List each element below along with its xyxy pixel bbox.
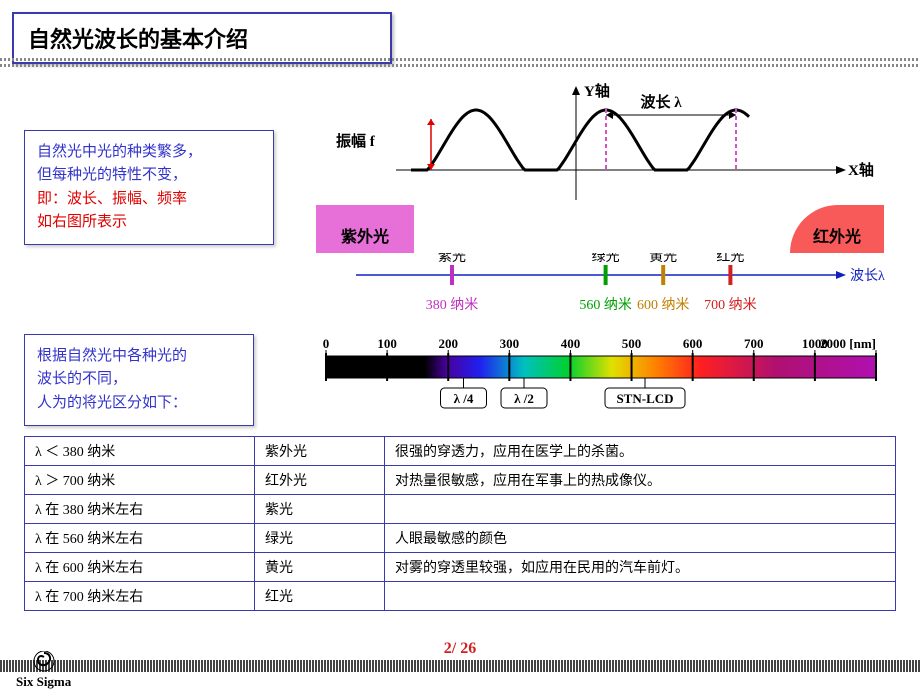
table-cell: 黄光 (255, 553, 385, 582)
table-cell: 对热量很敏感，应用在军事上的热成像仪。 (385, 466, 896, 495)
info-box-2: 根据自然光中各种光的 波长的不同， 人为的将光区分如下： (24, 334, 254, 426)
svg-text:700: 700 (744, 336, 764, 351)
table-cell: 绿光 (255, 524, 385, 553)
uv-block: 紫外光 (316, 205, 414, 253)
svg-text:波长 λ: 波长 λ (640, 93, 682, 111)
svg-text:红光: 红光 (716, 253, 744, 265)
svg-text:紫光: 紫光 (438, 253, 466, 265)
info2-line1: 根据自然光中各种光的 (37, 348, 187, 364)
spectrum-axis: 波长λ 紫光 380 纳米 绿光 560 纳米 黄光 600 纳米 红光 700 纳米 (316, 253, 916, 335)
svg-text:200: 200 (438, 336, 458, 351)
page-title: 自然光波长的基本介绍 (12, 12, 392, 64)
svg-text:STN-LCD: STN-LCD (616, 391, 673, 406)
table-row: λ 在 380 纳米左右紫光 (25, 495, 896, 524)
table-cell: λ 在 700 纳米左右 (25, 582, 255, 611)
page-number: 2/ 26 (0, 640, 920, 658)
svg-text:100: 100 (377, 336, 397, 351)
logo-text: Six Sigma (16, 674, 71, 689)
svg-text:380 纳米: 380 纳米 (426, 297, 479, 313)
table-cell: λ 在 380 纳米左右 (25, 495, 255, 524)
svg-text:黄光: 黄光 (649, 253, 677, 265)
info-box-1: 自然光中光的种类繁多， 但每种光的特性不变， 即：波长、振幅、频率 如右图所表示 (24, 130, 274, 245)
table-cell: 紫外光 (255, 437, 385, 466)
separator-top2 (0, 64, 920, 67)
svg-text:Y轴: Y轴 (584, 82, 610, 100)
table-cell: 很强的穿透力，应用在医学上的杀菌。 (385, 437, 896, 466)
info1-line2: 但每种光的特性不变， (37, 167, 187, 183)
table-cell: λ 在 600 纳米左右 (25, 553, 255, 582)
table-cell: 对雾的穿透里较强，如应用在民用的汽车前灯。 (385, 553, 896, 582)
svg-text:振幅 f: 振幅 f (336, 132, 376, 150)
spectrum-bar: 010020030040050060070010002000 [nm]λ /4λ… (316, 334, 886, 426)
svg-text:λ /2: λ /2 (514, 391, 534, 406)
svg-text:2000 [nm]: 2000 [nm] (820, 336, 876, 351)
info2-line3: 人为的将光区分如下： (37, 395, 187, 411)
info1-line4: 如右图所表示 (37, 214, 127, 230)
info1-line3: 即：波长、振幅、频率 (37, 191, 187, 207)
wavelength-table: λ ＜ 380 纳米紫外光很强的穿透力，应用在医学上的杀菌。λ ＞ 700 纳米… (24, 436, 896, 611)
table-row: λ 在 600 纳米左右黄光对雾的穿透里较强，如应用在民用的汽车前灯。 (25, 553, 896, 582)
svg-text:600: 600 (683, 336, 703, 351)
info2-line2: 波长的不同， (37, 371, 127, 387)
wave-diagram: Y轴 X轴 振幅 f 波长 λ (316, 80, 896, 210)
svg-text:绿光: 绿光 (592, 253, 620, 265)
table-cell (385, 495, 896, 524)
svg-text:400: 400 (561, 336, 581, 351)
table-row: λ 在 700 纳米左右红光 (25, 582, 896, 611)
svg-text:λ /4: λ /4 (454, 391, 474, 406)
svg-text:560 纳米: 560 纳米 (579, 297, 632, 313)
table-cell: 红外光 (255, 466, 385, 495)
table-cell: λ ＞ 700 纳米 (25, 466, 255, 495)
table-row: λ ＜ 380 纳米紫外光很强的穿透力，应用在医学上的杀菌。 (25, 437, 896, 466)
table-cell: 紫光 (255, 495, 385, 524)
info1-line1: 自然光中光的种类繁多， (37, 144, 202, 160)
table-cell: 红光 (255, 582, 385, 611)
table-cell: λ ＜ 380 纳米 (25, 437, 255, 466)
table-cell (385, 582, 896, 611)
svg-text:500: 500 (622, 336, 642, 351)
svg-text:700 纳米: 700 纳米 (704, 297, 757, 313)
svg-text:X轴: X轴 (848, 161, 874, 179)
separator-top (0, 58, 920, 61)
ir-block: 红外光 (790, 205, 884, 253)
svg-text:波长λ: 波长λ (850, 268, 885, 284)
footer-band (0, 660, 920, 672)
svg-text:300: 300 (500, 336, 520, 351)
six-sigma-logo: Six Sigma (16, 651, 71, 688)
svg-text:0: 0 (323, 336, 330, 351)
table-row: λ 在 560 纳米左右绿光人眼最敏感的颜色 (25, 524, 896, 553)
table-cell: λ 在 560 纳米左右 (25, 524, 255, 553)
svg-text:600 纳米: 600 纳米 (637, 297, 690, 313)
table-cell: 人眼最敏感的颜色 (385, 524, 896, 553)
table-row: λ ＞ 700 纳米红外光对热量很敏感，应用在军事上的热成像仪。 (25, 466, 896, 495)
